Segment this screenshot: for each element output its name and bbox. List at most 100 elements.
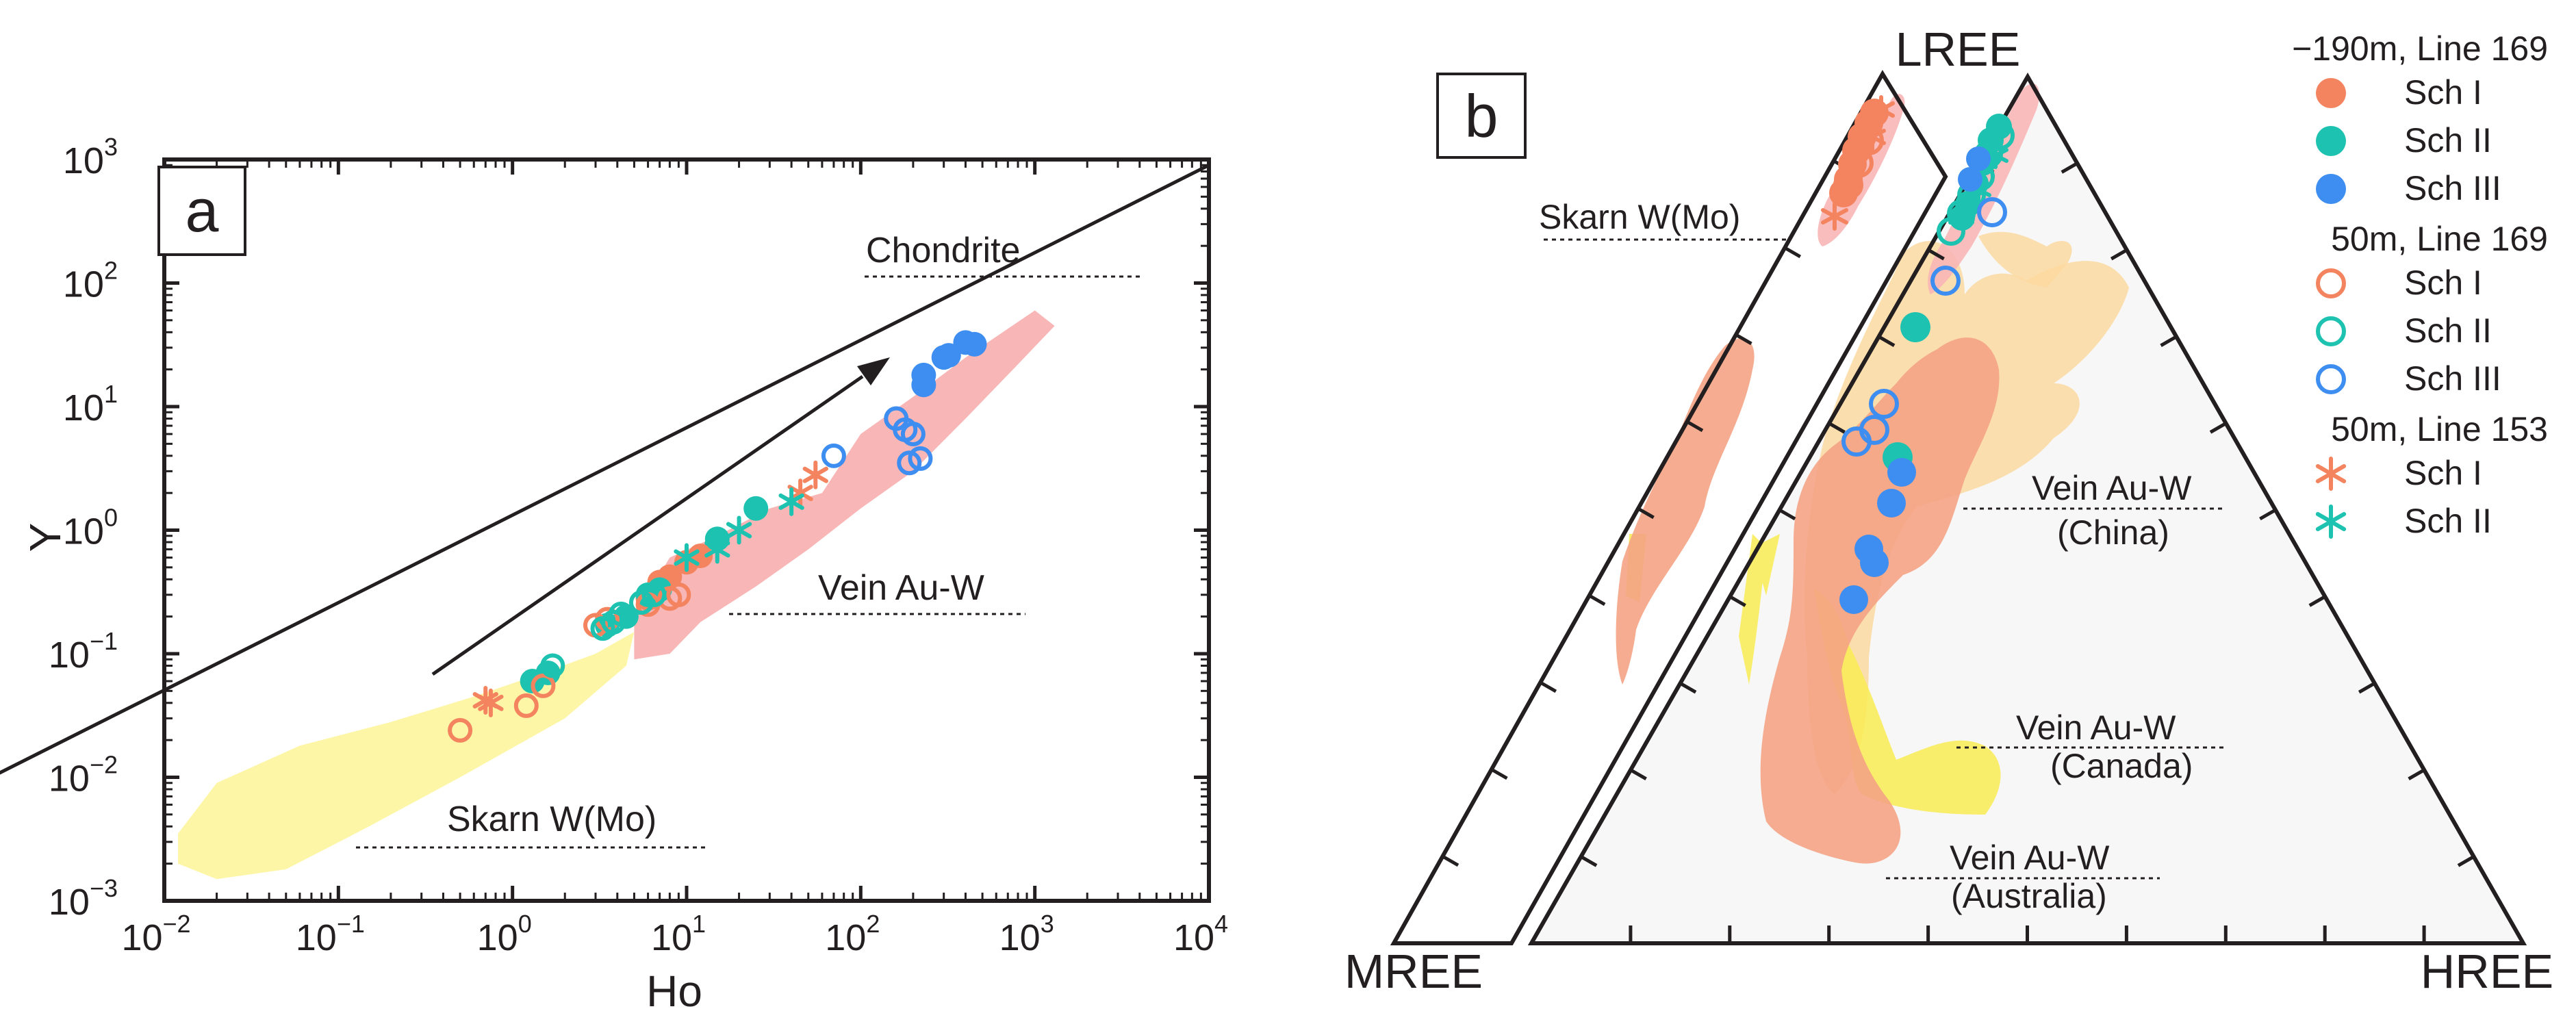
legend-marker (2316, 316, 2346, 346)
trend-arrow (431, 357, 890, 676)
subternary-tick (1588, 593, 1606, 606)
ternary-tick (1580, 855, 1598, 867)
y-tick-exponent: −1 (90, 627, 118, 655)
x-tick-exponent: 2 (866, 910, 880, 938)
data-point (478, 688, 504, 717)
ternary-tick (1828, 422, 1846, 434)
panel-a-fields (178, 310, 1055, 880)
data-point (908, 446, 933, 471)
legend-marker (2316, 268, 2346, 298)
ternary-tick (2209, 422, 2227, 434)
ternary-tick (2308, 595, 2326, 607)
subternary-tick (1637, 507, 1655, 520)
legend-item: Sch I (2316, 73, 2482, 112)
series-4 (540, 582, 667, 678)
panel-a-label: a (186, 177, 219, 244)
b-china-label-2: (China) (2057, 513, 2169, 552)
chondrite-line (0, 164, 1210, 775)
x-tick-exponent: 0 (518, 910, 532, 938)
x-tick-label: 101 (651, 910, 706, 958)
apex-hree: HREE (2421, 945, 2553, 998)
skarn-subternary-frame (1390, 70, 1948, 945)
y-tick-label: 102 (63, 257, 118, 305)
legend-item: Sch II (2315, 502, 2492, 540)
ternary-tick (2358, 682, 2376, 694)
data-point (962, 331, 987, 357)
subternary-tick (1442, 854, 1459, 867)
data-point (726, 515, 752, 545)
x-tick-exponent: 3 (1041, 910, 1054, 938)
field-vein-china-right (1978, 231, 2072, 288)
axis-ticks: 10−2 10−1 100 101 102 103 10410−310−210−110010… (49, 133, 1228, 958)
y-tick-label: 101 (63, 380, 118, 429)
b-canada-label-1: Vein Au-W (2016, 708, 2176, 747)
legend-label: Sch III (2404, 359, 2501, 398)
subternary-tick (1686, 420, 1704, 433)
ternary-tick (1679, 682, 1697, 694)
legend-label: Sch III (2404, 169, 2501, 207)
legend-group-title: 50m, Line 169 (2331, 220, 2548, 258)
legend-marker (2316, 126, 2346, 156)
chondrite-label: Chondrite (866, 231, 1020, 270)
data-point (897, 450, 922, 476)
skarn-label: Skarn W(Mo) (447, 800, 656, 839)
y-tick-label: 10−1 (49, 627, 118, 676)
series-2 (911, 330, 987, 398)
data-point (743, 496, 769, 521)
b-australia-label-2: (Australia) (1951, 877, 2107, 915)
b-sch1-153 (1821, 95, 1895, 231)
x-tick-label: 100 (477, 910, 532, 958)
legend-item: Sch III (2316, 359, 2501, 398)
ternary-tick (2408, 768, 2425, 780)
field-vein-australia (1760, 337, 2000, 864)
x-tick-label: 10−2 (121, 910, 190, 958)
x-tick-exponent: −2 (163, 910, 191, 938)
field-vein (634, 310, 1055, 660)
legend-label: Sch I (2404, 454, 2482, 492)
data-point (641, 582, 667, 607)
legend: −190m, Line 169 Sch I Sch II Sch III 50m, Li… (2292, 29, 2548, 540)
x-tick-label: 104 (1173, 910, 1228, 958)
subternary-tick (1735, 333, 1752, 346)
data-point (531, 673, 556, 698)
subternary-tick (1539, 680, 1557, 693)
x-tick-exponent: 1 (692, 910, 706, 938)
panel-a-points (448, 330, 987, 743)
y-tick-exponent: 1 (104, 380, 118, 408)
panel-b-label: b (1465, 82, 1499, 150)
ternary-ticks (1442, 159, 2475, 943)
series-7 (674, 487, 804, 572)
data-point (911, 362, 936, 387)
ternary-tick (1927, 248, 1945, 261)
field-skarn (178, 632, 635, 880)
subternary-tick (1490, 767, 1508, 780)
data-point (704, 535, 730, 564)
legend-item: Sch II (2316, 121, 2492, 159)
legend-marker (2315, 504, 2347, 539)
panel-b-label-box (1436, 73, 1527, 159)
y-tick-exponent: 3 (104, 133, 118, 161)
y-tick-exponent: 2 (104, 257, 118, 285)
data-point (802, 460, 828, 489)
data-point (821, 443, 846, 468)
ternary-tick (2259, 508, 2277, 521)
vein-label: Vein Au-W (818, 568, 984, 608)
data-point (513, 693, 539, 718)
apex-lree: LREE (1896, 23, 2021, 76)
legend-group-title: −190m, Line 169 (2292, 29, 2548, 68)
legend-item: Sch I (2315, 454, 2482, 492)
data-point (666, 582, 691, 607)
series-5 (821, 406, 933, 476)
ternary-tick (2061, 162, 2078, 174)
data-point (936, 343, 961, 368)
field-vein-australia-left (1616, 337, 1755, 685)
ternary-tick (2110, 248, 2128, 261)
b-sch3-50 (1841, 197, 2007, 457)
ternary-tick (1729, 595, 1746, 607)
data-point (448, 717, 473, 743)
subternary-tick (1783, 246, 1802, 259)
ternary-tick (1878, 335, 1896, 347)
data-point (540, 653, 565, 678)
legend-group-title: 50m, Line 153 (2331, 410, 2548, 448)
